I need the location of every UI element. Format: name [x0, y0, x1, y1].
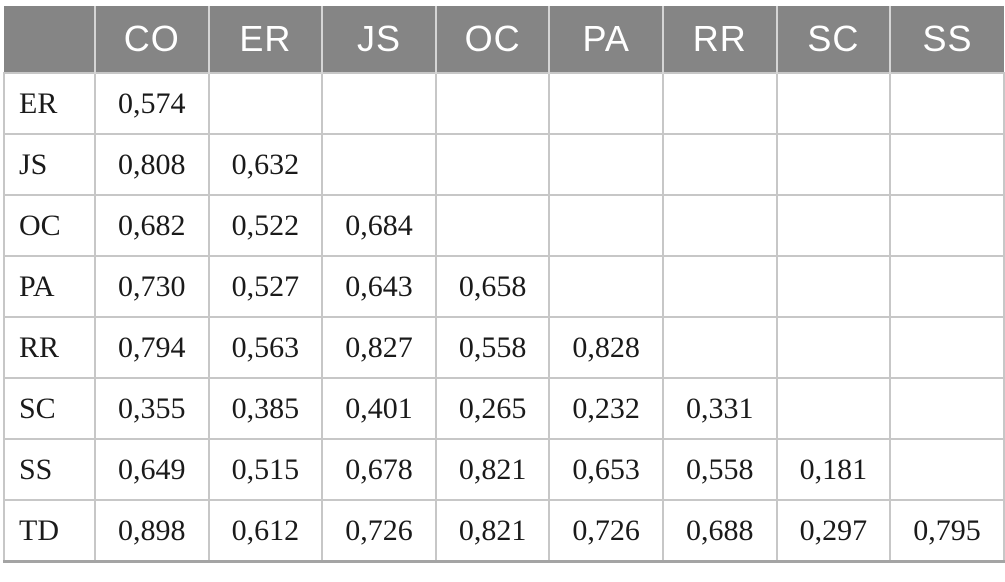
- data-cell: 0,658: [434, 255, 551, 318]
- column-header: OC: [434, 6, 550, 73]
- row-label: JS: [3, 133, 96, 196]
- row-label: PA: [3, 255, 96, 318]
- column-header: CO: [94, 6, 209, 73]
- data-cell: [661, 133, 778, 196]
- data-cell: 0,612: [207, 499, 324, 563]
- data-cell: [661, 194, 778, 257]
- data-cell: 0,558: [661, 438, 778, 501]
- data-cell: [321, 72, 437, 135]
- data-cell: 0,563: [207, 316, 324, 379]
- data-cell: 0,355: [94, 377, 210, 440]
- data-cell: 0,574: [94, 72, 210, 135]
- data-cell: 0,678: [321, 438, 437, 501]
- data-cell: [661, 255, 778, 318]
- data-cell: 0,385: [207, 377, 324, 440]
- data-cell: 0,808: [94, 133, 210, 196]
- row-label: SS: [3, 438, 96, 501]
- data-cell: [321, 133, 437, 196]
- data-cell: 0,401: [321, 377, 437, 440]
- table-row: PA 0,730 0,527 0,643 0,658: [3, 255, 1005, 318]
- column-header: SS: [889, 6, 1004, 73]
- correlation-table: CO ER JS OC PA RR SC SS ER 0,574 JS 0,808 0,632 OC 0,…: [3, 6, 1005, 563]
- data-cell: 0,558: [434, 316, 551, 379]
- data-cell: 0,688: [661, 499, 778, 563]
- data-cell: [889, 194, 1005, 257]
- data-cell: [775, 133, 892, 196]
- data-cell: [548, 133, 664, 196]
- header-row: CO ER JS OC PA RR SC SS: [4, 6, 1004, 73]
- data-cell: [775, 316, 892, 379]
- table-body: ER 0,574 JS 0,808 0,632 OC 0,682 0,522 0,684 PA 0,…: [3, 72, 1005, 563]
- data-cell: [434, 194, 551, 257]
- corner-cell: [4, 6, 95, 73]
- table-header: CO ER JS OC PA RR SC SS: [4, 6, 1004, 73]
- data-cell: [548, 194, 664, 257]
- data-cell: 0,682: [94, 194, 210, 257]
- data-cell: 0,726: [548, 499, 664, 563]
- data-cell: 0,821: [434, 438, 551, 501]
- table-row: SC 0,355 0,385 0,401 0,265 0,232 0,331: [3, 377, 1005, 440]
- data-cell: 0,653: [548, 438, 664, 501]
- table-row: JS 0,808 0,632: [3, 133, 1005, 196]
- data-cell: 0,649: [94, 438, 210, 501]
- data-cell: 0,232: [548, 377, 664, 440]
- data-cell: 0,821: [434, 499, 551, 563]
- data-cell: [889, 377, 1005, 440]
- column-header: PA: [548, 6, 663, 73]
- table-row: OC 0,682 0,522 0,684: [3, 194, 1005, 257]
- row-label: SC: [3, 377, 96, 440]
- data-cell: 0,297: [775, 499, 892, 563]
- data-cell: [548, 255, 664, 318]
- data-cell: 0,827: [321, 316, 437, 379]
- data-cell: [889, 316, 1005, 379]
- table-row: ER 0,574: [3, 72, 1005, 135]
- data-cell: 0,643: [321, 255, 437, 318]
- data-cell: 0,684: [321, 194, 437, 257]
- column-header: RR: [661, 6, 777, 73]
- data-cell: 0,522: [207, 194, 324, 257]
- table-row: RR 0,794 0,563 0,827 0,558 0,828: [3, 316, 1005, 379]
- data-cell: [548, 72, 664, 135]
- data-cell: [775, 194, 892, 257]
- data-cell: [434, 72, 551, 135]
- data-cell: 0,181: [775, 438, 892, 501]
- column-header: JS: [321, 6, 436, 73]
- data-cell: [889, 133, 1005, 196]
- data-cell: 0,527: [207, 255, 324, 318]
- table-row: TD 0,898 0,612 0,726 0,821 0,726 0,688 0,297 0,7…: [3, 499, 1005, 563]
- data-cell: 0,331: [661, 377, 778, 440]
- table-row: SS 0,649 0,515 0,678 0,821 0,653 0,558 0,181: [3, 438, 1005, 501]
- data-cell: [889, 438, 1005, 501]
- data-cell: [889, 72, 1005, 135]
- row-label: OC: [3, 194, 96, 257]
- data-cell: [661, 316, 778, 379]
- data-cell: 0,898: [94, 499, 210, 563]
- data-cell: 0,794: [94, 316, 210, 379]
- data-cell: [661, 72, 778, 135]
- data-cell: [889, 255, 1005, 318]
- column-header: SC: [775, 6, 891, 73]
- data-cell: [775, 72, 892, 135]
- data-cell: [775, 255, 892, 318]
- row-label: ER: [3, 72, 96, 135]
- data-cell: 0,726: [321, 499, 437, 563]
- data-cell: [207, 72, 324, 135]
- row-label: TD: [3, 499, 96, 563]
- data-cell: 0,730: [94, 255, 210, 318]
- data-cell: [434, 133, 551, 196]
- data-cell: 0,795: [889, 499, 1005, 563]
- data-cell: [775, 377, 892, 440]
- data-cell: 0,265: [434, 377, 551, 440]
- column-header: ER: [207, 6, 323, 73]
- data-cell: 0,632: [207, 133, 324, 196]
- data-cell: 0,515: [207, 438, 324, 501]
- row-label: RR: [3, 316, 96, 379]
- data-cell: 0,828: [548, 316, 664, 379]
